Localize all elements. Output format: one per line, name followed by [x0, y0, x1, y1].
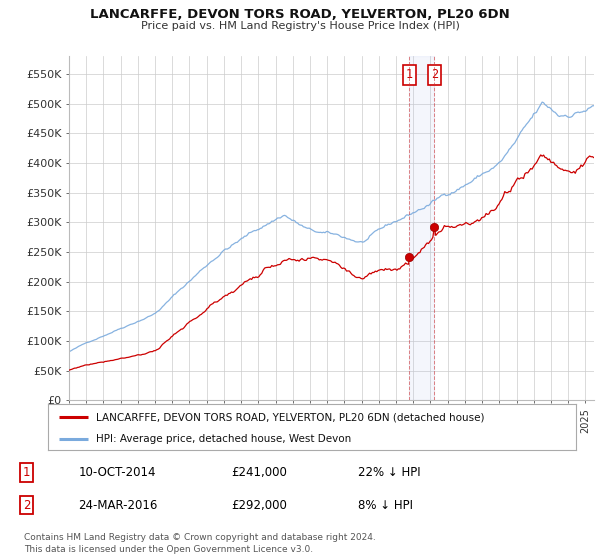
Text: 8% ↓ HPI: 8% ↓ HPI	[358, 498, 413, 511]
Text: £292,000: £292,000	[231, 498, 287, 511]
Text: HPI: Average price, detached house, West Devon: HPI: Average price, detached house, West…	[95, 434, 351, 444]
Text: 1: 1	[406, 68, 413, 81]
Text: LANCARFFE, DEVON TORS ROAD, YELVERTON, PL20 6DN (detached house): LANCARFFE, DEVON TORS ROAD, YELVERTON, P…	[95, 412, 484, 422]
Text: 10-OCT-2014: 10-OCT-2014	[78, 466, 156, 479]
Text: £241,000: £241,000	[231, 466, 287, 479]
Text: 2: 2	[431, 68, 438, 81]
Text: 1: 1	[23, 466, 30, 479]
Text: 22% ↓ HPI: 22% ↓ HPI	[358, 466, 420, 479]
Text: LANCARFFE, DEVON TORS ROAD, YELVERTON, PL20 6DN: LANCARFFE, DEVON TORS ROAD, YELVERTON, P…	[90, 8, 510, 21]
Bar	[409, 56, 434, 400]
Text: 24-MAR-2016: 24-MAR-2016	[78, 498, 158, 511]
Text: Contains HM Land Registry data © Crown copyright and database right 2024.
This d: Contains HM Land Registry data © Crown c…	[24, 533, 376, 554]
Text: Price paid vs. HM Land Registry's House Price Index (HPI): Price paid vs. HM Land Registry's House …	[140, 21, 460, 31]
Text: 2: 2	[23, 498, 30, 511]
